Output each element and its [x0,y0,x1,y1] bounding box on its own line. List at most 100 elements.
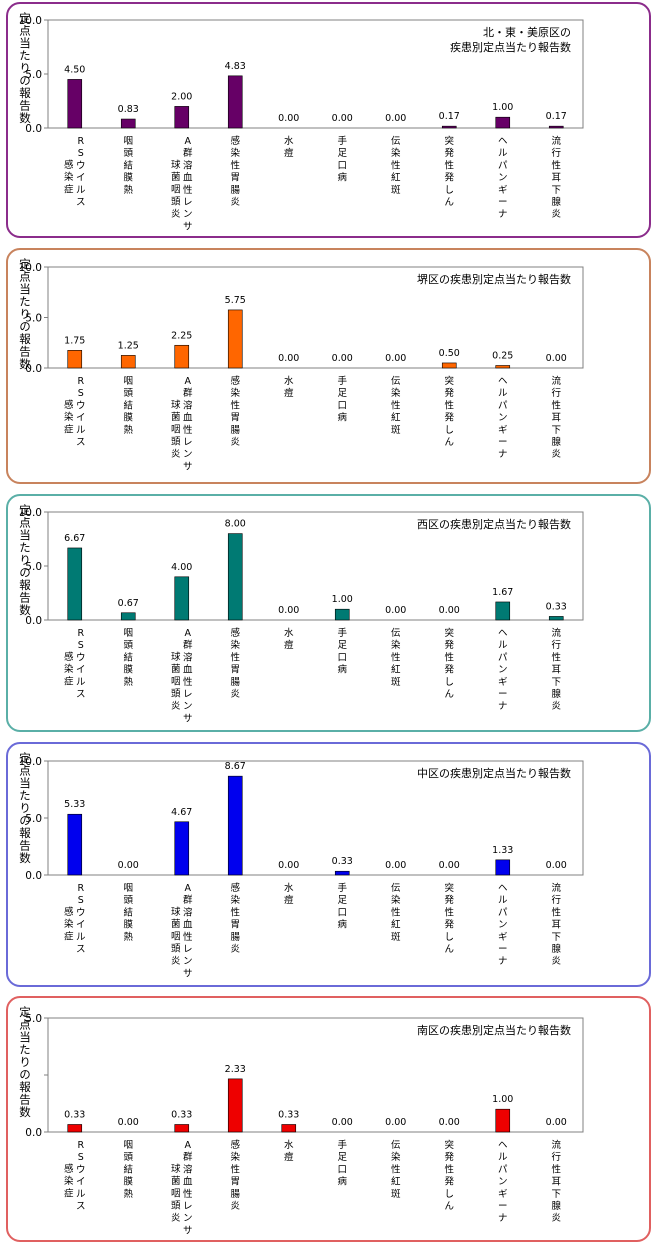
data-label: 2.25 [171,330,192,341]
category-label: 球菌咽頭炎 [171,906,181,967]
category-label: 咽頭結膜熱 [123,376,133,436]
bar [548,616,564,621]
bar [441,125,457,129]
y-tick-label: 10.0 [19,507,42,519]
category-label: 感染性胃腸炎 [230,135,240,208]
y-tick-label: 0.0 [25,870,42,882]
y-axis-label: 定点当たりの報告数 [18,752,32,865]
category-label: 流行性耳下腺炎 [551,627,561,712]
y-tick-label: 10.0 [19,15,42,27]
category-label: ヘルパンギーナ [498,883,508,967]
y-tick-label: 10.0 [19,262,42,274]
category-label: 流行性耳下腺炎 [551,135,561,220]
category-label: 感染症 [64,906,74,942]
data-label: 5.33 [64,799,85,810]
bar [548,125,564,129]
category-label: 伝染性紅斑 [391,136,401,196]
data-label: 1.75 [64,335,85,346]
data-label: 2.00 [171,91,192,102]
y-axis-label: 定点当たりの報告数 [18,12,32,125]
category-label: 伝染性紅斑 [391,628,401,688]
data-label: 0.00 [332,113,353,124]
data-label: 0.00 [546,860,567,871]
data-label: 0.00 [332,353,353,364]
data-label: 0.67 [118,598,139,609]
data-label: 0.00 [278,605,299,616]
data-label: 0.33 [546,601,567,612]
chart-title: 中区の疾患別定点当たり報告数 [417,766,571,780]
category-label: ヘルパンギーナ [498,1140,508,1224]
y-tick-label: 10.0 [19,756,42,768]
category-label: R S ウイルス [76,883,86,955]
bar [174,821,190,876]
bar [495,859,511,876]
bar [227,309,243,369]
category-label: ヘルパンギーナ [498,136,508,220]
category-label: 咽頭結膜熱 [123,883,133,943]
y-tick-label: 0.0 [25,363,42,375]
data-label: 0.00 [546,1117,567,1128]
y-tick-label: 5.0 [25,69,42,81]
bar [281,1124,297,1133]
category-label: 咽頭結膜熱 [123,1140,133,1200]
category-label: 伝染性紅斑 [391,376,401,436]
category-label: 突発性発しん [444,135,454,208]
category-label: 咽頭結膜熱 [123,136,133,196]
category-label: 手足口病 [337,375,347,424]
bar [174,1124,190,1133]
category-label: 伝染性紅斑 [391,1140,401,1200]
category-label: R S ウイルス [76,376,86,448]
bar [67,813,83,876]
data-label: 0.00 [385,860,406,871]
category-label: 感染性胃腸炎 [230,375,240,448]
chart-panel: 定点当たりの報告数 10.0 5.0 0.0 堺区の疾患別定点当たり報告数 1.75 R S ウ… [6,248,651,484]
data-label: 0.00 [385,605,406,616]
category-label: R S ウイルス [76,136,86,208]
data-label: 0.00 [439,605,460,616]
chart-panel: 定点当たりの報告数 5.0 0.0 南区の疾患別定点当たり報告数 0.33 R S ウイルス感… [6,996,651,1242]
bar [120,118,136,129]
bar [495,365,511,369]
data-label: 0.00 [278,113,299,124]
bar [67,1124,83,1133]
chart-panel: 定点当たりの報告数 10.0 5.0 0.0 中区の疾患別定点当たり報告数 5.33 R S ウ… [6,742,651,987]
data-label: 0.00 [385,1117,406,1128]
category-label: 感染性胃腸炎 [230,882,240,955]
category-label: 感染症 [64,159,74,195]
bar [334,870,350,876]
category-label: 球菌咽頭炎 [171,651,181,712]
chart-panel: 定点当たりの報告数 10.0 5.0 0.0 北・東・美原区の 疾患別定点当たり報告数 4.… [6,2,651,238]
data-label: 0.00 [385,113,406,124]
category-label: 流行性耳下腺炎 [551,1139,561,1224]
data-label: 5.75 [225,295,246,306]
data-label: 0.33 [64,1109,85,1120]
bar [174,576,190,621]
category-label: 手足口病 [337,627,347,676]
data-label: 0.17 [546,111,567,122]
category-label: A 群溶血性レンサ [183,1140,193,1236]
data-label: 1.00 [492,1094,513,1105]
y-axis-label: 定点当たりの報告数 [18,258,32,371]
category-label: R S ウイルス [76,628,86,700]
category-label: 突発性発しん [444,1139,454,1212]
category-label: 咽頭結膜熱 [123,628,133,688]
category-label: 伝染性紅斑 [391,883,401,943]
category-label: ヘルパンギーナ [498,376,508,460]
category-label: A 群溶血性レンサ [183,376,193,472]
y-axis-label: 定点当たりの報告数 [18,1006,32,1119]
category-label: 水痘 [284,882,294,906]
category-label: A 群溶血性レンサ [183,883,193,979]
data-label: 4.67 [171,807,192,818]
bar [227,775,243,876]
bar [174,106,190,129]
data-label: 1.00 [332,594,353,605]
bar [67,350,83,369]
category-label: 突発性発しん [444,627,454,700]
data-label: 0.00 [278,353,299,364]
bar [495,601,511,621]
category-label: 突発性発しん [444,375,454,448]
category-label: 感染症 [64,651,74,687]
data-label: 0.00 [278,860,299,871]
